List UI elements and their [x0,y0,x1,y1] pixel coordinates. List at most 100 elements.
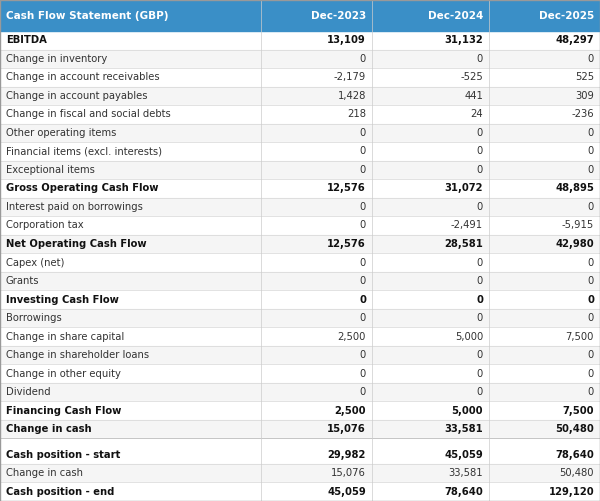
Text: 42,980: 42,980 [556,239,594,249]
Text: 0: 0 [477,128,483,138]
Text: Investing Cash Flow: Investing Cash Flow [6,295,119,305]
Text: 309: 309 [575,91,594,101]
Text: Borrowings: Borrowings [6,313,62,323]
Text: -236: -236 [571,109,594,119]
Text: 24: 24 [470,109,483,119]
Text: Dec-2025: Dec-2025 [539,11,594,21]
Bar [0,254,600,272]
Bar [0,309,600,327]
Text: 33,581: 33,581 [448,468,483,478]
Text: 45,059: 45,059 [327,487,366,497]
Bar [0,198,600,216]
Text: 0: 0 [588,54,594,64]
Text: 0: 0 [360,146,366,156]
Text: -525: -525 [460,72,483,82]
Text: Financial items (excl. interests): Financial items (excl. interests) [6,146,162,156]
Text: 0: 0 [360,369,366,379]
Text: 0: 0 [360,350,366,360]
Text: 31,132: 31,132 [444,35,483,45]
Bar [0,346,600,364]
Bar [0,327,600,346]
Text: Cash position - start: Cash position - start [6,450,121,460]
Text: 0: 0 [477,276,483,286]
Text: 0: 0 [477,165,483,175]
Bar [0,383,600,401]
Text: Dec-2024: Dec-2024 [428,11,483,21]
Text: Change in cash: Change in cash [6,468,83,478]
Text: 0: 0 [360,202,366,212]
Text: 78,640: 78,640 [555,450,594,460]
Text: 0: 0 [476,295,483,305]
Text: Dividend: Dividend [6,387,50,397]
Text: 78,640: 78,640 [444,487,483,497]
Text: Change in share capital: Change in share capital [6,332,124,342]
Text: Other operating items: Other operating items [6,128,116,138]
Text: 0: 0 [477,54,483,64]
Text: 0: 0 [588,313,594,323]
Bar [0,87,600,105]
Bar [0,0,600,31]
Text: 2,500: 2,500 [338,332,366,342]
Text: 12,576: 12,576 [327,239,366,249]
Text: 45,059: 45,059 [444,450,483,460]
Text: Change in cash: Change in cash [6,424,92,434]
Text: 0: 0 [588,202,594,212]
Text: 0: 0 [477,369,483,379]
Bar [0,364,600,383]
Text: 15,076: 15,076 [327,424,366,434]
Text: 0: 0 [360,387,366,397]
Bar [0,179,600,198]
Text: Gross Operating Cash Flow: Gross Operating Cash Flow [6,183,158,193]
Text: 33,581: 33,581 [444,424,483,434]
Text: 28,581: 28,581 [444,239,483,249]
Text: Financing Cash Flow: Financing Cash Flow [6,406,121,416]
Text: -2,491: -2,491 [451,220,483,230]
Text: 5,000: 5,000 [455,332,483,342]
Bar [0,438,600,445]
Text: 48,297: 48,297 [556,35,594,45]
Text: Exceptional items: Exceptional items [6,165,95,175]
Text: 0: 0 [360,165,366,175]
Text: 0: 0 [588,276,594,286]
Text: 129,120: 129,120 [548,487,594,497]
Text: Interest paid on borrowings: Interest paid on borrowings [6,202,143,212]
Text: 0: 0 [477,202,483,212]
Text: Cash Flow Statement (GBP): Cash Flow Statement (GBP) [6,11,169,21]
Text: 0: 0 [360,276,366,286]
Text: 0: 0 [588,146,594,156]
Text: 0: 0 [360,258,366,268]
Text: Grants: Grants [6,276,40,286]
Text: 0: 0 [588,258,594,268]
Text: Capex (net): Capex (net) [6,258,64,268]
Bar [0,235,600,254]
Text: Change in account receivables: Change in account receivables [6,72,160,82]
Bar [0,290,600,309]
Bar [0,50,600,68]
Text: 7,500: 7,500 [563,406,594,416]
Text: -2,179: -2,179 [334,72,366,82]
Bar [0,482,600,501]
Text: 1,428: 1,428 [338,91,366,101]
Text: 0: 0 [588,387,594,397]
Text: 0: 0 [477,146,483,156]
Text: 12,576: 12,576 [327,183,366,193]
Bar [0,142,600,161]
Bar [0,401,600,420]
Text: Cash position - end: Cash position - end [6,487,115,497]
Bar [0,124,600,142]
Text: 441: 441 [464,91,483,101]
Text: 0: 0 [477,350,483,360]
Text: 48,895: 48,895 [555,183,594,193]
Text: 0: 0 [588,128,594,138]
Text: Change in fiscal and social debts: Change in fiscal and social debts [6,109,171,119]
Bar [0,216,600,235]
Text: 7,500: 7,500 [566,332,594,342]
Text: 0: 0 [477,387,483,397]
Text: 0: 0 [359,295,366,305]
Text: 15,076: 15,076 [331,468,366,478]
Text: 0: 0 [588,350,594,360]
Text: Corporation tax: Corporation tax [6,220,83,230]
Bar [0,161,600,179]
Text: 29,982: 29,982 [328,450,366,460]
Text: 0: 0 [477,313,483,323]
